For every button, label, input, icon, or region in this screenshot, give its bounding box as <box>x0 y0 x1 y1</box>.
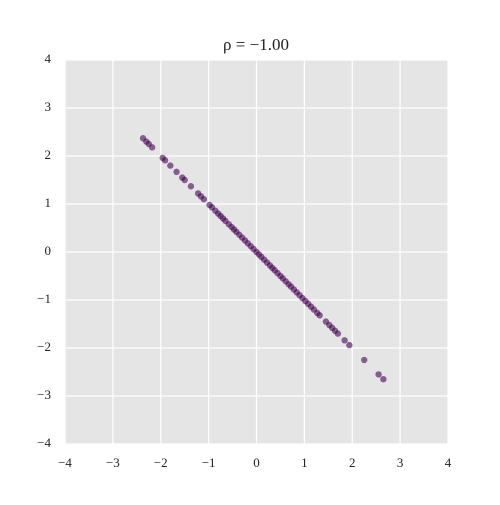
y-tick-label: −2 <box>37 339 51 354</box>
x-tick-label: −4 <box>58 455 72 470</box>
point <box>161 157 169 164</box>
x-tick-label: −3 <box>106 455 120 470</box>
point <box>181 176 188 184</box>
point <box>375 371 382 378</box>
point <box>380 376 387 383</box>
y-tick-label: −4 <box>37 435 51 450</box>
point <box>187 183 195 190</box>
y-tick-label: 3 <box>45 99 52 114</box>
x-tick-label: 4 <box>445 455 452 470</box>
point <box>334 330 342 337</box>
chart-title: ρ = −1.00 <box>223 35 289 54</box>
point <box>148 144 156 151</box>
y-tick-label: 4 <box>45 51 52 66</box>
x-tick-label: −2 <box>154 455 168 470</box>
y-tick-label: −1 <box>37 291 51 306</box>
y-tick-label: 2 <box>45 147 52 162</box>
y-tick-label: 0 <box>45 243 52 258</box>
point <box>200 196 208 203</box>
x-tick-label: 0 <box>253 455 260 470</box>
y-tick-label: −3 <box>37 387 51 402</box>
x-tick-label: 2 <box>349 455 356 470</box>
x-tick-label: −1 <box>202 455 216 470</box>
point <box>173 168 180 176</box>
x-tick-label: 3 <box>397 455 404 470</box>
point <box>341 337 348 344</box>
point <box>167 162 174 169</box>
y-tick-label: 1 <box>45 195 52 210</box>
point <box>361 356 368 364</box>
point <box>316 312 323 319</box>
x-tick-label: 1 <box>301 455 308 470</box>
point <box>346 341 353 349</box>
